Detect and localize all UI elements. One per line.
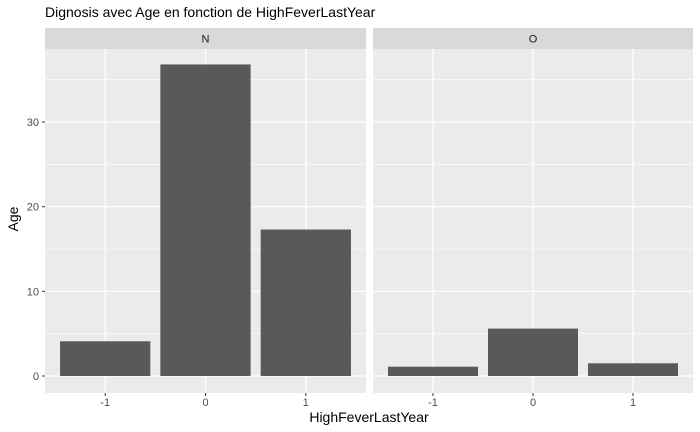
x-tick-label: 0 — [530, 397, 536, 409]
facet-strip-label: N — [202, 34, 210, 46]
facet-panels: N -1 0 1 O -1 0 1 — [45, 28, 693, 409]
y-axis: 0 10 20 30 — [27, 117, 45, 383]
x-tick-label: -1 — [428, 397, 438, 409]
x-tick-label: -1 — [100, 397, 110, 409]
bar-O--1 — [388, 366, 478, 376]
facet-strip-label: O — [529, 34, 538, 46]
bar-N-0 — [160, 64, 251, 376]
facet-strip — [45, 28, 366, 49]
x-tick-label: 0 — [202, 397, 208, 409]
y-tick-label: 10 — [27, 286, 39, 298]
y-tick-label: 30 — [27, 117, 39, 129]
x-axis-title: HighFeverLastYear — [309, 409, 429, 425]
facet-panel-N: N -1 0 1 — [45, 28, 366, 409]
bar-N--1 — [60, 341, 151, 376]
y-tick-label: 20 — [27, 202, 39, 214]
x-tick-label: 1 — [630, 397, 636, 409]
x-tick-label: 1 — [303, 397, 309, 409]
bar-O-1 — [588, 363, 678, 376]
bar-N-1 — [260, 229, 351, 376]
chart-title: Dignosis avec Age en fonction de HighFev… — [45, 4, 376, 20]
facet-panel-O: O -1 0 1 — [373, 28, 693, 409]
bar-O-0 — [488, 328, 578, 376]
y-tick-label: 0 — [33, 371, 39, 383]
y-axis-title: Age — [5, 206, 21, 231]
facet-strip — [373, 28, 693, 49]
